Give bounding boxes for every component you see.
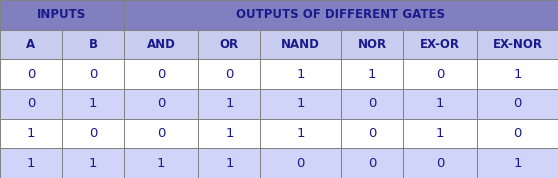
- Bar: [62, 30, 124, 59]
- Bar: [403, 148, 478, 178]
- Bar: [478, 148, 558, 178]
- Text: 1: 1: [89, 97, 97, 110]
- Text: 0: 0: [436, 68, 444, 81]
- Bar: [478, 59, 558, 89]
- Text: 1: 1: [89, 157, 97, 170]
- Text: 0: 0: [225, 68, 234, 81]
- Text: 0: 0: [368, 157, 376, 170]
- Bar: [261, 89, 341, 119]
- Text: OR: OR: [220, 38, 239, 51]
- Text: 0: 0: [436, 157, 444, 170]
- Bar: [403, 119, 478, 148]
- Bar: [124, 148, 199, 178]
- Bar: [62, 119, 124, 148]
- Bar: [124, 89, 199, 119]
- Text: 0: 0: [513, 97, 522, 110]
- Text: 0: 0: [89, 68, 97, 81]
- Bar: [478, 30, 558, 59]
- Bar: [341, 148, 403, 178]
- Text: 0: 0: [89, 127, 97, 140]
- Text: 1: 1: [225, 97, 234, 110]
- Bar: [341, 119, 403, 148]
- Text: 1: 1: [368, 68, 376, 81]
- Bar: [341, 89, 403, 119]
- Text: 1: 1: [27, 127, 35, 140]
- Text: OUTPUTS OF DIFFERENT GATES: OUTPUTS OF DIFFERENT GATES: [237, 8, 445, 21]
- Text: 1: 1: [157, 157, 166, 170]
- Text: 1: 1: [225, 127, 234, 140]
- Bar: [261, 30, 341, 59]
- Bar: [62, 59, 124, 89]
- Text: B: B: [89, 38, 98, 51]
- Text: 0: 0: [157, 97, 165, 110]
- Text: 1: 1: [296, 97, 305, 110]
- Bar: [403, 89, 478, 119]
- Bar: [199, 119, 261, 148]
- Bar: [199, 59, 261, 89]
- Text: AND: AND: [147, 38, 176, 51]
- Bar: [62, 89, 124, 119]
- Bar: [341, 30, 403, 59]
- Bar: [199, 148, 261, 178]
- Bar: [124, 59, 199, 89]
- Bar: [403, 59, 478, 89]
- Bar: [261, 148, 341, 178]
- Text: 1: 1: [513, 68, 522, 81]
- Bar: [0, 30, 62, 59]
- Text: 1: 1: [513, 157, 522, 170]
- Text: 1: 1: [27, 157, 35, 170]
- Bar: [0, 59, 62, 89]
- Text: 0: 0: [157, 127, 165, 140]
- Bar: [124, 0, 558, 30]
- Bar: [0, 119, 62, 148]
- Bar: [124, 30, 199, 59]
- Text: NOR: NOR: [358, 38, 387, 51]
- Bar: [261, 59, 341, 89]
- Text: 1: 1: [436, 127, 445, 140]
- Bar: [478, 119, 558, 148]
- Text: 0: 0: [513, 127, 522, 140]
- Text: 0: 0: [296, 157, 305, 170]
- Text: EX-NOR: EX-NOR: [493, 38, 543, 51]
- Bar: [261, 119, 341, 148]
- Text: 1: 1: [296, 127, 305, 140]
- Text: 1: 1: [436, 97, 445, 110]
- Bar: [403, 30, 478, 59]
- Bar: [0, 0, 124, 30]
- Text: 0: 0: [27, 68, 35, 81]
- Text: 1: 1: [225, 157, 234, 170]
- Bar: [199, 30, 261, 59]
- Text: A: A: [26, 38, 36, 51]
- Text: 0: 0: [368, 127, 376, 140]
- Text: EX-OR: EX-OR: [420, 38, 460, 51]
- Text: 1: 1: [296, 68, 305, 81]
- Bar: [62, 148, 124, 178]
- Bar: [199, 89, 261, 119]
- Bar: [124, 119, 199, 148]
- Bar: [341, 59, 403, 89]
- Bar: [478, 89, 558, 119]
- Text: INPUTS: INPUTS: [37, 8, 86, 21]
- Text: NAND: NAND: [281, 38, 320, 51]
- Text: 0: 0: [27, 97, 35, 110]
- Text: 0: 0: [368, 97, 376, 110]
- Text: 0: 0: [157, 68, 165, 81]
- Bar: [0, 89, 62, 119]
- Bar: [0, 148, 62, 178]
